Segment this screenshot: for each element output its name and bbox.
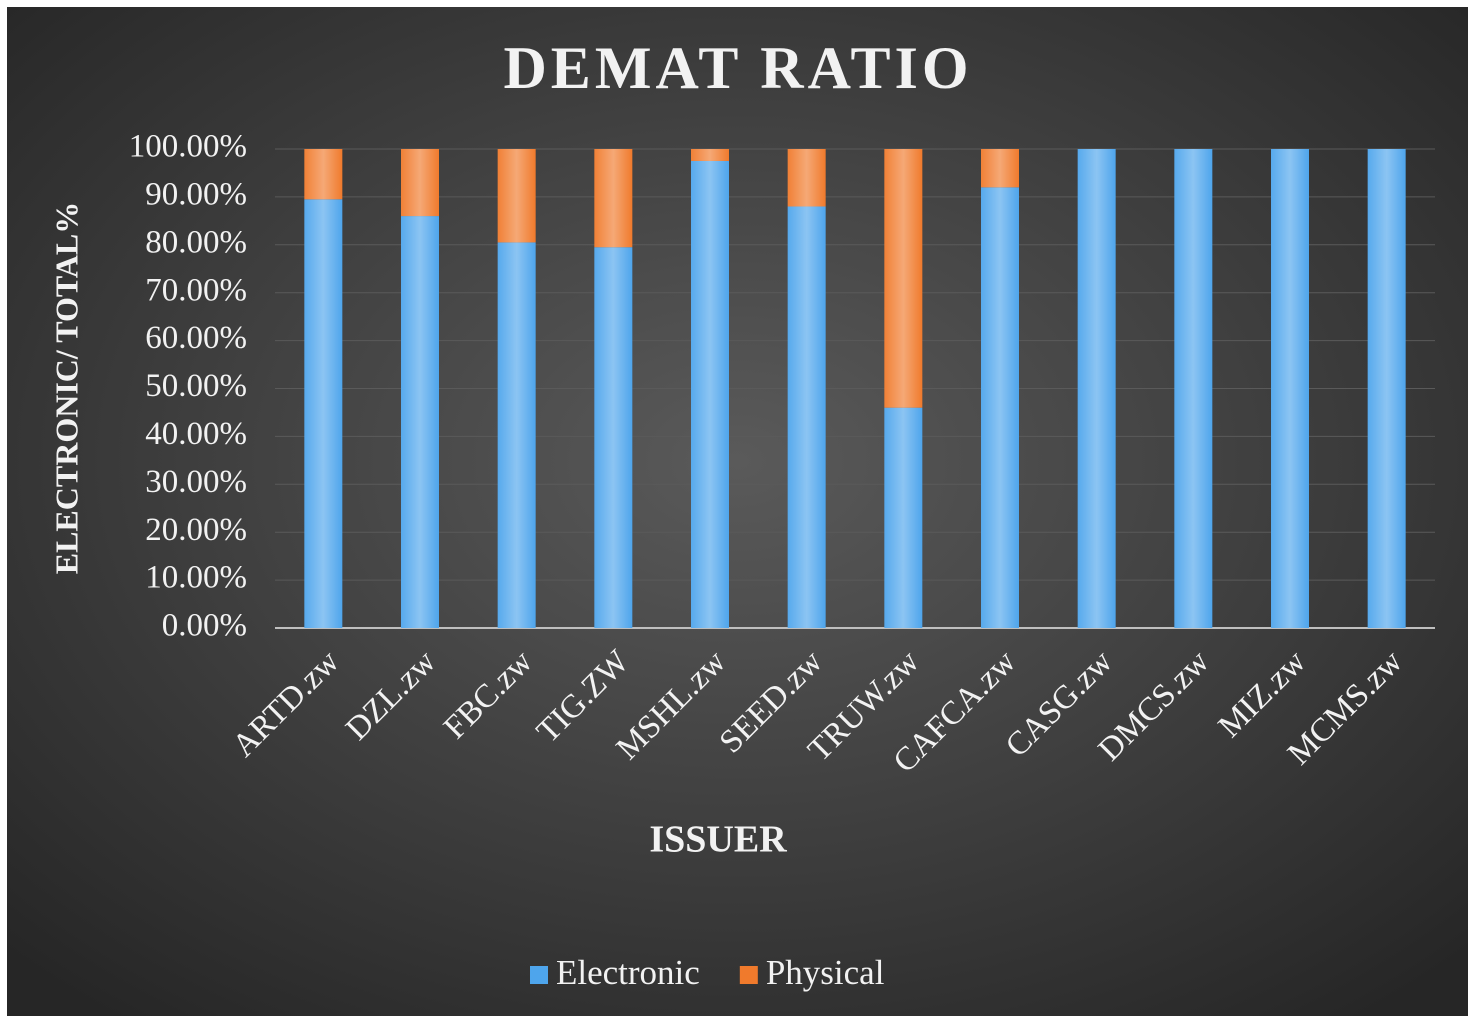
bar-shine (304, 199, 343, 629)
y-tick-label: 50.00% (145, 368, 247, 404)
x-axis-title: ISSUER (649, 819, 787, 861)
bar-shine (787, 149, 826, 207)
legend-label: Electronic (556, 953, 700, 992)
bar-shine (497, 149, 536, 243)
y-axis-title: ELECTRONIC/ TOTAL% (48, 202, 84, 575)
bar-shine (691, 160, 729, 628)
bar-shine (787, 206, 826, 629)
bar-shine (1174, 149, 1213, 628)
bar-shine (1367, 149, 1406, 628)
y-tick-label: 100.00% (129, 129, 247, 165)
y-tick-label: 30.00% (145, 464, 247, 500)
y-tick-label: 40.00% (145, 416, 247, 452)
legend-label: Physical (766, 953, 885, 992)
bar-shine (594, 149, 633, 248)
bar-shine (304, 149, 343, 200)
y-tick-label: 70.00% (145, 272, 247, 308)
bar-shine (884, 407, 923, 628)
bar-shine (1077, 149, 1116, 628)
bar-shine (1271, 149, 1309, 628)
bar-shine (497, 242, 536, 628)
bar-shine (691, 149, 729, 161)
chart-title: DEMAT RATIO (503, 35, 972, 101)
y-tick-label: 90.00% (145, 176, 247, 212)
legend-swatch (530, 966, 548, 984)
y-tick-label: 80.00% (145, 224, 247, 260)
bar-shine (981, 187, 1019, 628)
y-tick-label: 20.00% (145, 512, 247, 548)
background (7, 7, 1468, 1016)
legend: Electronic Physical (530, 953, 885, 992)
bar-shine (884, 149, 923, 408)
legend-swatch (739, 966, 758, 984)
bar-shine (981, 149, 1019, 188)
bar-shine (594, 247, 633, 628)
bar-shine (401, 216, 439, 628)
y-tick-label: 10.00% (145, 560, 247, 596)
bar-shine (401, 149, 439, 217)
y-tick-label: 0.00% (162, 608, 247, 644)
y-tick-label: 60.00% (145, 320, 247, 356)
